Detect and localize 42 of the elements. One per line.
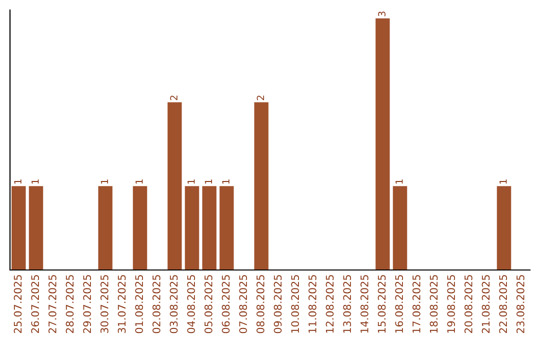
data-label: 1 xyxy=(500,179,507,184)
x-tick-label: 15.08.2025 xyxy=(378,275,386,333)
x-tick-label: 06.08.2025 xyxy=(222,275,230,334)
x-tick-label: 07.08.2025 xyxy=(239,275,248,334)
x-tick-label: 08.08.2025 xyxy=(256,275,264,334)
data-label: 1 xyxy=(188,179,195,184)
data-label: 1 xyxy=(32,179,39,184)
data-label: 3 xyxy=(378,12,386,16)
x-tick-label: 26.07.2025 xyxy=(31,275,40,334)
x-tick-label: 21.08.2025 xyxy=(482,275,490,334)
x-tick-label: 02.08.2025 xyxy=(152,275,160,334)
data-label: 1 xyxy=(14,179,22,184)
x-tick-label: 31.07.2025 xyxy=(118,275,126,334)
x-tick-label: 13.08.2025 xyxy=(343,275,352,333)
data-label: 1 xyxy=(396,179,403,184)
x-tick-label: 30.07.2025 xyxy=(100,275,108,334)
x-tick-label: 19.08.2025 xyxy=(447,275,456,333)
data-label: 1 xyxy=(204,179,212,184)
x-tick-label: 18.08.2025 xyxy=(430,275,438,333)
data-label: 1 xyxy=(222,179,230,184)
x-tick-label: 03.08.2025 xyxy=(170,275,178,334)
x-tick-label: 27.07.2025 xyxy=(48,275,56,334)
x-tick-label: 09.08.2025 xyxy=(274,275,282,334)
x-tick-label: 25.07.2025 xyxy=(14,275,22,334)
x-tick-label: 20.08.2025 xyxy=(464,275,472,334)
x-tick-label: 14.08.2025 xyxy=(360,275,368,333)
x-tick-label: 10.08.2025 xyxy=(291,275,300,333)
data-label: 2 xyxy=(170,96,178,100)
x-tick-label: 17.08.2025 xyxy=(412,275,420,333)
x-tick-label: 16.08.2025 xyxy=(395,275,404,333)
data-label: 2 xyxy=(256,96,264,100)
x-tick-label: 12.08.2025 xyxy=(326,275,334,333)
x-tick-label: 22.08.2025 xyxy=(499,275,508,334)
x-tick-label: 05.08.2025 xyxy=(204,275,212,334)
x-tick-label: 01.08.2025 xyxy=(135,275,144,334)
data-label: 1 xyxy=(100,179,108,184)
x-tick-label: 28.07.2025 xyxy=(66,275,74,334)
x-tick-label: 11.08.2025 xyxy=(308,275,316,333)
x-tick-label: 04.08.2025 xyxy=(187,275,196,334)
x-tick-label: 29.07.2025 xyxy=(83,275,92,334)
x-tick-label: 23.08.2025 xyxy=(516,275,524,334)
data-label: 1 xyxy=(136,179,143,184)
